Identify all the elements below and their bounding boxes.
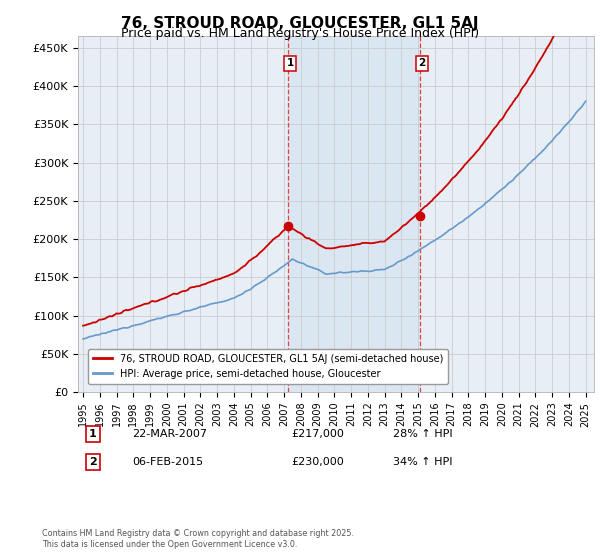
Text: £230,000: £230,000	[291, 457, 344, 467]
Legend: 76, STROUD ROAD, GLOUCESTER, GL1 5AJ (semi-detached house), HPI: Average price, : 76, STROUD ROAD, GLOUCESTER, GL1 5AJ (se…	[88, 349, 448, 384]
Text: 34% ↑ HPI: 34% ↑ HPI	[393, 457, 452, 467]
Text: 2: 2	[89, 457, 97, 467]
Text: 2: 2	[418, 58, 426, 68]
Bar	[288, 36, 419, 392]
Text: 1: 1	[89, 429, 97, 439]
Text: 06-FEB-2015: 06-FEB-2015	[132, 457, 203, 467]
Text: 1: 1	[287, 58, 294, 68]
Text: 28% ↑ HPI: 28% ↑ HPI	[393, 429, 452, 439]
Text: 22-MAR-2007: 22-MAR-2007	[132, 429, 207, 439]
Text: Contains HM Land Registry data © Crown copyright and database right 2025.
This d: Contains HM Land Registry data © Crown c…	[42, 529, 354, 549]
Text: Price paid vs. HM Land Registry's House Price Index (HPI): Price paid vs. HM Land Registry's House …	[121, 27, 479, 40]
Text: 76, STROUD ROAD, GLOUCESTER, GL1 5AJ: 76, STROUD ROAD, GLOUCESTER, GL1 5AJ	[121, 16, 479, 31]
Text: £217,000: £217,000	[291, 429, 344, 439]
